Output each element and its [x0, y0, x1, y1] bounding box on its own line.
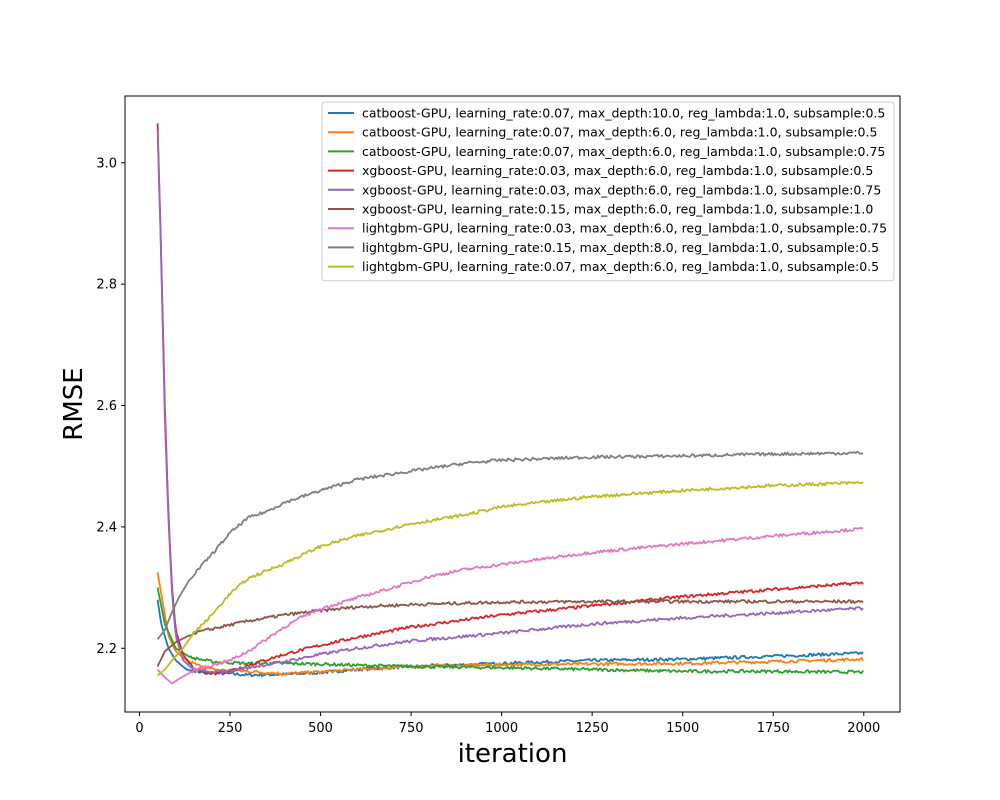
- x-tick-label: 1250: [576, 721, 609, 736]
- x-tick-label: 1000: [485, 721, 518, 736]
- plot-frame: [124, 95, 901, 713]
- legend-label: xgboost-GPU, learning_rate:0.15, max_dep…: [362, 202, 873, 217]
- x-axis: 0 250 500 750 1000 1250 1500 1750 2000: [135, 712, 880, 736]
- x-tick-label: 250: [218, 721, 243, 736]
- x-tick-label: 0: [135, 721, 143, 736]
- plot-lines: [156, 123, 864, 685]
- series-line-1: [156, 572, 864, 676]
- x-tick-label: 1750: [757, 721, 790, 736]
- legend-label: lightgbm-GPU, learning_rate:0.03, max_de…: [362, 221, 887, 236]
- x-tick-label: 2000: [847, 721, 880, 736]
- legend-label: xgboost-GPU, learning_rate:0.03, max_dep…: [362, 182, 881, 197]
- legend-label: lightgbm-GPU, learning_rate:0.15, max_de…: [362, 240, 879, 255]
- y-tick-label: 2.4: [96, 520, 117, 535]
- x-tick-label: 500: [308, 721, 333, 736]
- legend-label: lightgbm-GPU, learning_rate:0.07, max_de…: [362, 259, 879, 274]
- series-line-3: [156, 123, 864, 676]
- x-tick-label: 1500: [666, 721, 699, 736]
- series-line-4: [156, 129, 864, 674]
- series-line-5: [156, 599, 864, 667]
- legend-label: catboost-GPU, learning_rate:0.07, max_de…: [362, 125, 877, 140]
- x-axis-label: iteration: [458, 739, 568, 769]
- y-tick-label: 3.0: [96, 156, 117, 171]
- y-axis: 2.2 2.4 2.6 2.8 3.0: [96, 156, 125, 657]
- legend-label: catboost-GPU, learning_rate:0.07, max_de…: [362, 106, 885, 121]
- legend-box: [321, 101, 895, 282]
- series-line-6: [156, 526, 864, 685]
- y-tick-label: 2.8: [96, 278, 117, 293]
- legend-label: catboost-GPU, learning_rate:0.07, max_de…: [362, 144, 885, 159]
- series-line-7: [156, 450, 864, 640]
- legend-label: xgboost-GPU, learning_rate:0.03, max_dep…: [362, 163, 873, 178]
- legend: catboost-GPU, learning_rate:0.07, max_de…: [321, 101, 895, 282]
- series-line-8: [157, 481, 864, 677]
- y-axis-label: RMSE: [59, 367, 89, 440]
- x-tick-label: 750: [399, 721, 424, 736]
- y-tick-label: 2.6: [96, 399, 117, 414]
- y-tick-label: 2.2: [96, 642, 117, 657]
